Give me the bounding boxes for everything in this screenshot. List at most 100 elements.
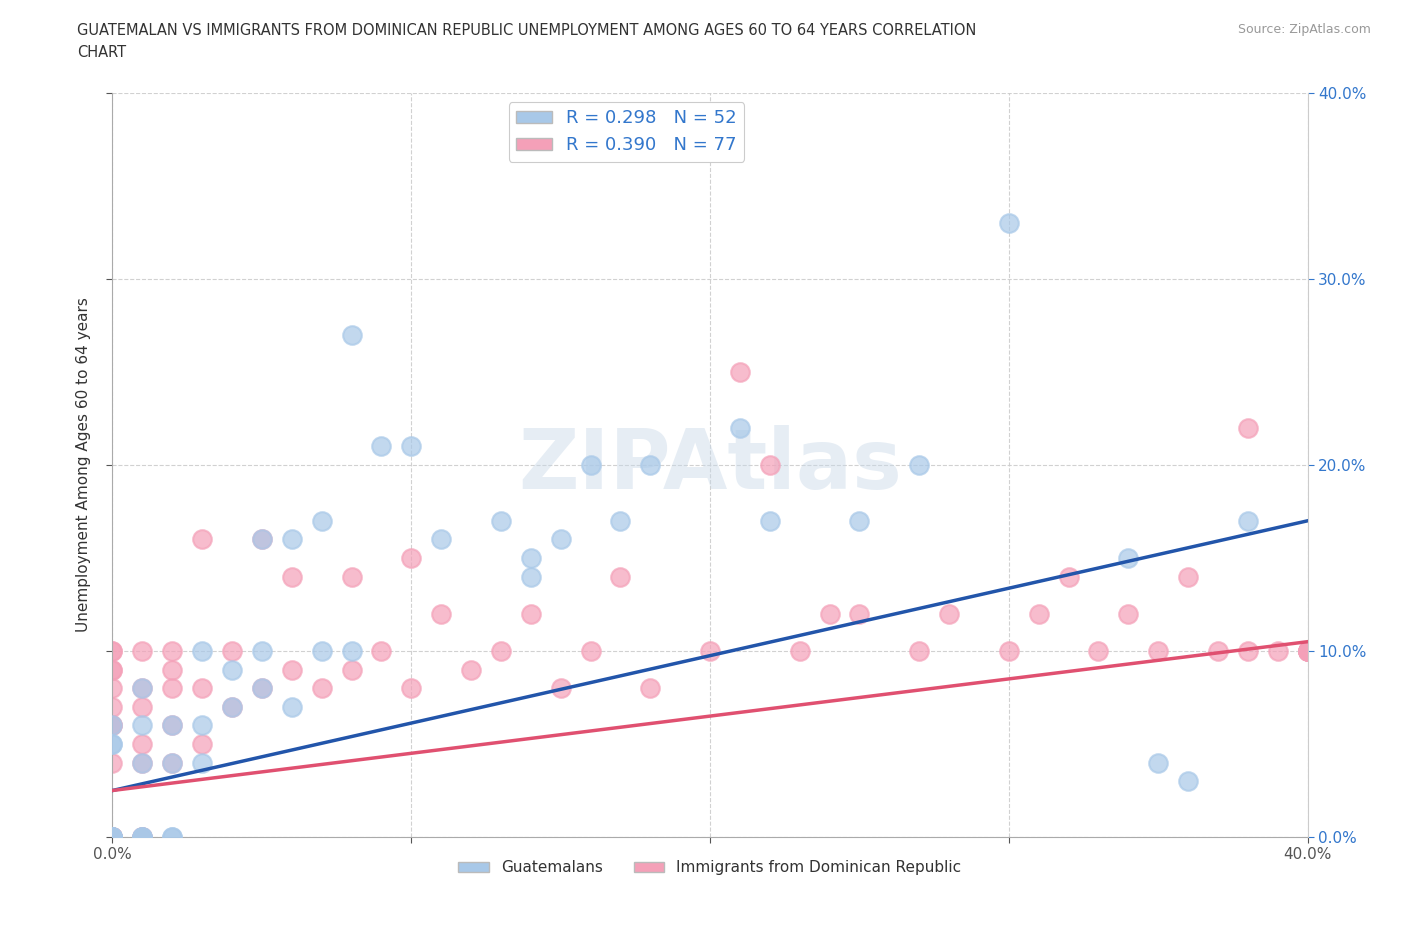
- Point: [131, 681, 153, 696]
- Point: [101, 718, 124, 733]
- Y-axis label: Unemployment Among Ages 60 to 64 years: Unemployment Among Ages 60 to 64 years: [76, 298, 91, 632]
- Point: [938, 606, 960, 621]
- Point: [489, 513, 512, 528]
- Point: [281, 569, 304, 584]
- Point: [818, 606, 841, 621]
- Point: [101, 755, 124, 770]
- Point: [1177, 774, 1199, 789]
- Point: [101, 830, 124, 844]
- Point: [1296, 644, 1319, 658]
- Point: [101, 830, 124, 844]
- Point: [131, 830, 153, 844]
- Point: [101, 830, 124, 844]
- Text: Source: ZipAtlas.com: Source: ZipAtlas.com: [1237, 23, 1371, 36]
- Point: [520, 569, 543, 584]
- Point: [550, 532, 572, 547]
- Point: [221, 699, 243, 714]
- Point: [370, 439, 392, 454]
- Point: [1118, 551, 1140, 565]
- Point: [162, 830, 183, 844]
- Point: [101, 830, 124, 844]
- Point: [281, 532, 304, 547]
- Point: [908, 644, 931, 658]
- Point: [162, 662, 183, 677]
- Point: [191, 644, 214, 658]
- Point: [101, 830, 124, 844]
- Point: [101, 830, 124, 844]
- Point: [789, 644, 811, 658]
- Point: [101, 737, 124, 751]
- Point: [250, 681, 273, 696]
- Point: [162, 755, 183, 770]
- Point: [550, 681, 572, 696]
- Point: [311, 513, 333, 528]
- Point: [131, 830, 153, 844]
- Point: [370, 644, 392, 658]
- Point: [191, 532, 214, 547]
- Point: [101, 830, 124, 844]
- Point: [1028, 606, 1050, 621]
- Point: [1296, 644, 1319, 658]
- Point: [162, 718, 183, 733]
- Point: [221, 699, 243, 714]
- Point: [221, 662, 243, 677]
- Point: [460, 662, 482, 677]
- Point: [1118, 606, 1140, 621]
- Point: [101, 830, 124, 844]
- Point: [131, 699, 153, 714]
- Text: CHART: CHART: [77, 45, 127, 60]
- Point: [1296, 644, 1319, 658]
- Point: [191, 737, 214, 751]
- Point: [699, 644, 721, 658]
- Point: [131, 830, 153, 844]
- Point: [340, 644, 363, 658]
- Legend: Guatemalans, Immigrants from Dominican Republic: Guatemalans, Immigrants from Dominican R…: [453, 855, 967, 882]
- Point: [401, 551, 423, 565]
- Point: [340, 327, 363, 342]
- Point: [1237, 420, 1260, 435]
- Point: [101, 830, 124, 844]
- Point: [998, 216, 1021, 231]
- Point: [1147, 755, 1170, 770]
- Point: [162, 755, 183, 770]
- Point: [101, 662, 124, 677]
- Point: [101, 699, 124, 714]
- Point: [101, 644, 124, 658]
- Point: [191, 718, 214, 733]
- Point: [131, 737, 153, 751]
- Point: [640, 458, 662, 472]
- Text: GUATEMALAN VS IMMIGRANTS FROM DOMINICAN REPUBLIC UNEMPLOYMENT AMONG AGES 60 TO 6: GUATEMALAN VS IMMIGRANTS FROM DOMINICAN …: [77, 23, 977, 38]
- Point: [1237, 513, 1260, 528]
- Point: [101, 830, 124, 844]
- Point: [340, 569, 363, 584]
- Point: [401, 681, 423, 696]
- Point: [640, 681, 662, 696]
- Point: [1296, 644, 1319, 658]
- Point: [281, 662, 304, 677]
- Point: [520, 606, 543, 621]
- Point: [340, 662, 363, 677]
- Point: [281, 699, 304, 714]
- Point: [311, 681, 333, 696]
- Point: [1147, 644, 1170, 658]
- Point: [131, 755, 153, 770]
- Point: [430, 532, 453, 547]
- Point: [579, 644, 602, 658]
- Point: [1237, 644, 1260, 658]
- Point: [1267, 644, 1289, 658]
- Point: [101, 830, 124, 844]
- Point: [101, 718, 124, 733]
- Point: [162, 718, 183, 733]
- Point: [1296, 644, 1319, 658]
- Point: [101, 644, 124, 658]
- Point: [1177, 569, 1199, 584]
- Point: [609, 569, 631, 584]
- Point: [131, 681, 153, 696]
- Point: [489, 644, 512, 658]
- Point: [1296, 644, 1319, 658]
- Point: [191, 755, 214, 770]
- Point: [250, 644, 273, 658]
- Point: [131, 830, 153, 844]
- Point: [191, 681, 214, 696]
- Point: [101, 718, 124, 733]
